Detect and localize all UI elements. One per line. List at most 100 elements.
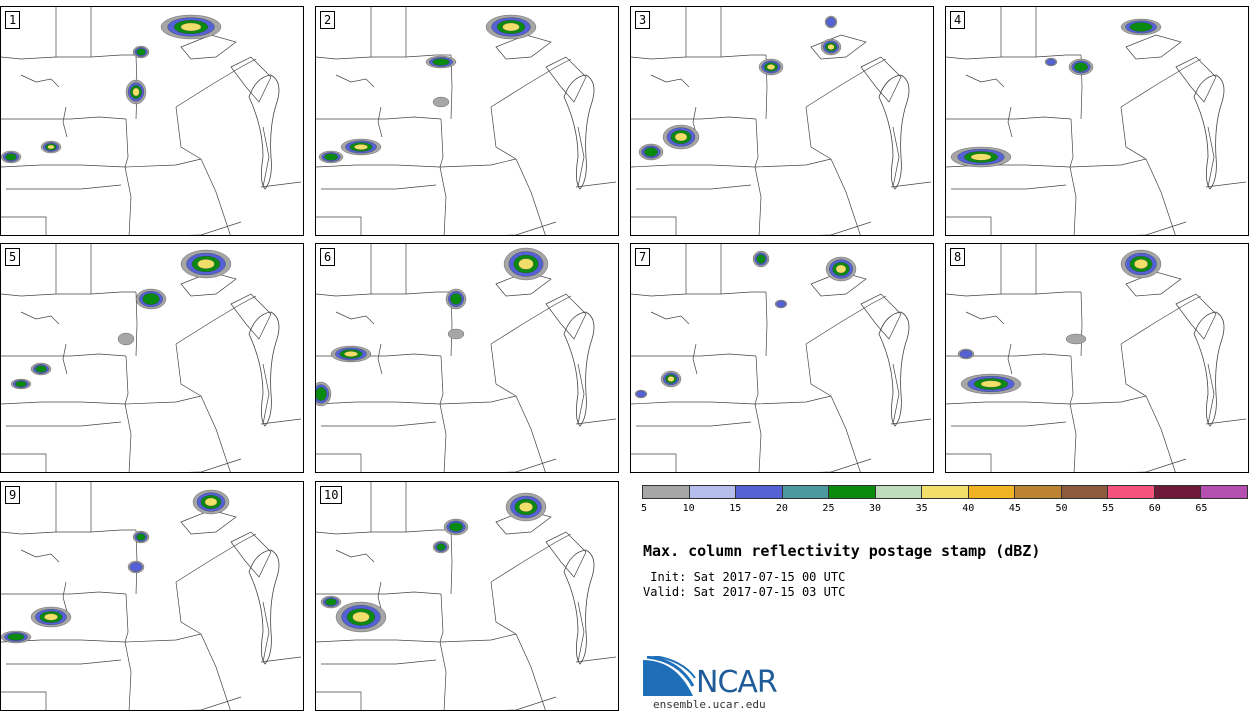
state-boundary: [377, 343, 383, 375]
state-boundary: [490, 533, 572, 583]
state-boundary: [650, 74, 690, 88]
state-boundary: [316, 591, 442, 595]
state-boundary: [262, 363, 270, 425]
colorbar-tick-label: 60: [1148, 503, 1161, 514]
state-boundary: [175, 581, 202, 635]
map-svg: [946, 244, 1247, 472]
state-boundary: [805, 343, 832, 397]
lake-michigan-outline: [563, 311, 595, 427]
state-boundary: [515, 633, 546, 710]
colorbar-tick-label: 45: [1008, 503, 1021, 514]
state-boundary: [946, 291, 1081, 297]
state-boundary: [335, 74, 375, 88]
member-panel-6: 6: [315, 243, 619, 473]
state-boundary: [503, 696, 557, 710]
state-boundary: [860, 56, 902, 103]
state-boundary: [175, 58, 257, 108]
state-boundary: [490, 581, 517, 635]
state-boundary: [754, 355, 759, 405]
state-boundary: [575, 181, 617, 188]
lake-michigan-outline: [563, 549, 595, 665]
state-boundary: [188, 696, 242, 710]
init-time: Init: Sat 2017-07-15 00 UTC: [643, 570, 846, 584]
colorbar-tick-label: 35: [915, 503, 928, 514]
state-boundary: [631, 216, 677, 235]
state-boundary: [316, 54, 451, 60]
state-boundary: [316, 633, 517, 643]
state-boundary: [965, 311, 1005, 325]
colorbar-segment: [875, 486, 923, 498]
state-boundary: [860, 293, 902, 340]
state-boundary: [1205, 181, 1247, 188]
state-boundary: [515, 395, 546, 472]
state-boundary: [200, 395, 231, 472]
valid-time: Valid: Sat 2017-07-15 03 UTC: [643, 585, 846, 599]
member-panel-9: 9: [0, 481, 304, 711]
colorbar-tick-label: 40: [962, 503, 975, 514]
state-boundary: [577, 126, 585, 188]
map-svg: [631, 244, 932, 472]
state-boundary: [1207, 363, 1215, 425]
state-boundary: [1007, 343, 1013, 375]
state-boundary: [545, 56, 587, 103]
state-boundary: [1120, 295, 1202, 345]
state-boundary: [62, 106, 68, 138]
state-boundary: [124, 641, 132, 710]
state-boundary: [631, 353, 757, 357]
panel-label: 9: [5, 486, 21, 504]
state-boundary: [1120, 58, 1202, 108]
state-boundary: [1069, 355, 1074, 405]
state-boundary: [260, 181, 302, 188]
state-boundary: [124, 166, 132, 235]
state-boundary: [1120, 343, 1147, 397]
state-boundary: [439, 641, 447, 710]
state-boundary: [124, 403, 132, 472]
state-boundary: [965, 74, 1005, 88]
state-boundary: [175, 533, 257, 583]
state-boundary: [830, 158, 861, 235]
colorbar-tick-label: 5: [640, 503, 648, 514]
lake-michigan-outline: [563, 74, 595, 190]
state-boundary: [490, 343, 517, 397]
state-boundary: [62, 581, 68, 613]
colorbar-segment: [1061, 486, 1109, 498]
colorbar-tick-label: 10: [682, 503, 695, 514]
map-svg: [1, 7, 302, 235]
state-boundary: [316, 116, 442, 120]
state-boundary: [1, 353, 127, 357]
lake-michigan-outline: [1193, 311, 1225, 427]
state-boundary: [439, 593, 444, 643]
panel-label: 1: [5, 11, 21, 29]
state-boundary: [818, 221, 872, 235]
member-panel-7: 7: [630, 243, 934, 473]
state-boundary: [175, 343, 202, 397]
state-boundary: [515, 158, 546, 235]
map-svg: [1, 244, 302, 472]
lake-michigan-outline: [1193, 74, 1225, 190]
panel-label: 3: [635, 11, 651, 29]
state-boundary: [439, 355, 444, 405]
state-boundary: [636, 421, 752, 427]
state-boundary: [439, 118, 444, 168]
state-boundary: [1, 453, 47, 472]
state-boundary: [892, 363, 900, 425]
state-boundary: [1, 291, 136, 297]
member-panel-1: 1: [0, 6, 304, 236]
state-boundary: [890, 181, 932, 188]
state-boundary: [335, 311, 375, 325]
panel-label: 8: [950, 248, 966, 266]
state-boundary: [316, 453, 362, 472]
state-boundary: [450, 529, 453, 595]
state-boundary: [316, 291, 451, 297]
map-svg: [631, 7, 932, 235]
state-boundary: [1, 54, 136, 60]
state-boundary: [946, 116, 1072, 120]
state-boundary: [636, 184, 752, 190]
state-boundary: [490, 58, 572, 108]
colorbar-segment: [643, 486, 690, 498]
state-boundary: [503, 458, 557, 472]
state-boundary: [650, 311, 690, 325]
state-boundary: [805, 295, 887, 345]
state-boundary: [754, 118, 759, 168]
colorbar-tick-label: 50: [1055, 503, 1068, 514]
